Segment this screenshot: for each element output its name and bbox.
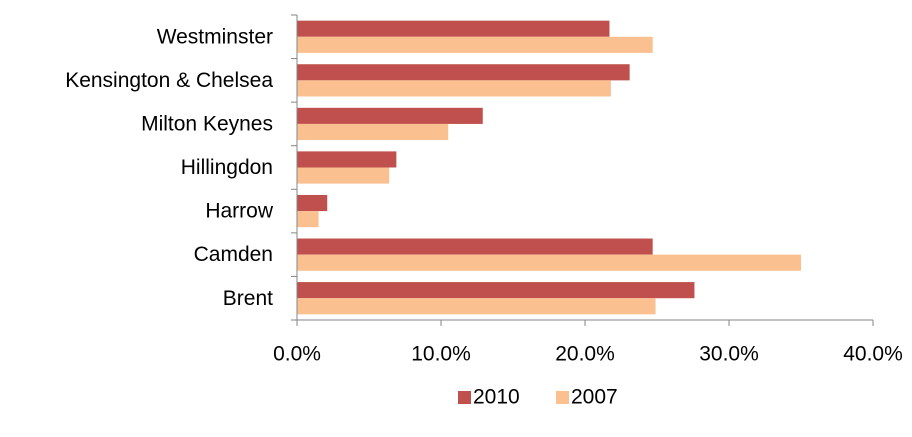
bar: [297, 298, 656, 315]
legend-swatch: [458, 391, 471, 404]
y-tick-label: Camden: [194, 243, 273, 266]
bar: [297, 64, 630, 81]
legend-label: 2010: [473, 386, 520, 409]
x-tick-label: 10.0%: [411, 343, 471, 366]
y-tick-label: Brent: [223, 287, 273, 310]
y-tick-label: Harrow: [205, 200, 274, 223]
bar: [297, 36, 653, 53]
bar: [297, 167, 390, 184]
x-tick-label: 40.0%: [843, 343, 903, 366]
bar: [297, 80, 611, 97]
bar: [297, 194, 328, 212]
x-tick-label: 30.0%: [699, 343, 759, 366]
y-tick-label: Kensington & Chelsea: [65, 69, 273, 92]
bar: [297, 238, 653, 255]
legend-label: 2007: [571, 386, 618, 409]
bar: [297, 211, 319, 228]
bar: [297, 107, 483, 124]
y-tick-label: Hillingdon: [181, 156, 273, 179]
bar: [297, 20, 610, 37]
x-tick-label: 20.0%: [555, 343, 615, 366]
legend-swatch: [556, 391, 569, 404]
bar: [297, 254, 801, 271]
bar: [297, 151, 397, 168]
y-tick-label: Westminster: [157, 25, 273, 48]
bar: [297, 282, 695, 299]
x-tick-label: 0.0%: [273, 343, 321, 366]
bar: [297, 123, 449, 141]
y-tick-label: Milton Keynes: [141, 112, 273, 135]
